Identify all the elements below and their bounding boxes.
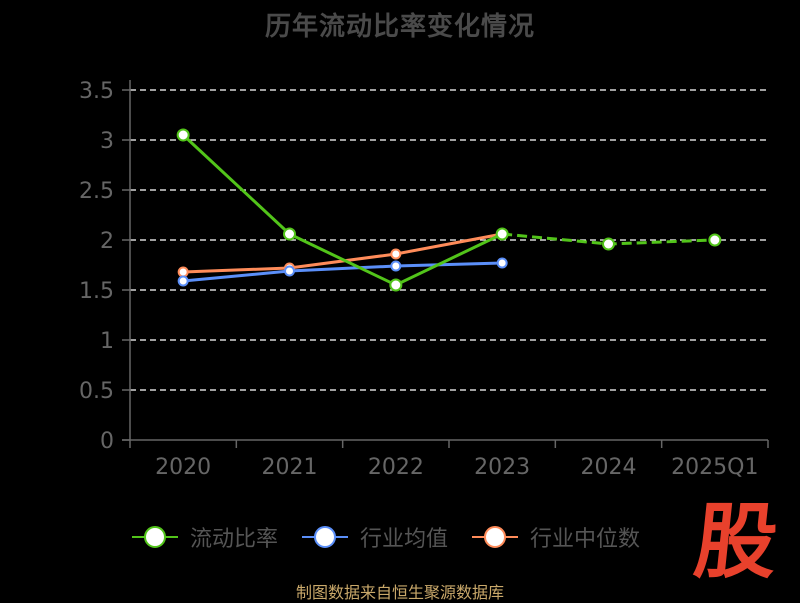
x-tick-label: 2021 [262, 455, 318, 480]
legend-swatch-current-ratio [132, 526, 178, 548]
legend-swatch-industry-median [472, 526, 519, 548]
data-point-current-ratio [495, 227, 509, 241]
legend-item-industry-average[interactable]: 行业均值 [300, 521, 448, 553]
y-tick-label: 1 [100, 329, 114, 354]
chart-legend: 流动比率 行业均值 行业中位数 [130, 521, 640, 553]
data-point-industry-median [177, 266, 189, 278]
x-tick-label: 2025Q1 [671, 455, 758, 480]
data-point-industry-average [177, 275, 189, 287]
y-tick-label: 2 [100, 229, 114, 254]
legend-label-industry-average: 行业均值 [360, 527, 449, 552]
y-tick-label: 0.5 [79, 379, 114, 404]
chart-title: 历年流动比率变化情况 [264, 12, 535, 42]
y-tick-label: 2.5 [79, 179, 114, 204]
legend-label-industry-median: 行业中位数 [530, 527, 641, 552]
data-point-current-ratio [176, 128, 190, 142]
data-point-current-ratio [602, 237, 615, 251]
series-line-industry-average [183, 261, 503, 283]
legend-label-current-ratio: 流动比率 [190, 527, 279, 552]
x-tick-label: 2022 [368, 455, 424, 480]
data-point-industry-average [390, 260, 402, 272]
x-tick-label: 2020 [155, 455, 211, 480]
legend-item-industry-median[interactable]: 行业中位数 [470, 521, 640, 553]
data-point-current-ratio [708, 233, 722, 247]
data-point-current-ratio [389, 278, 403, 292]
brand-logo: 股 [690, 495, 783, 590]
y-tick-label: 3 [100, 129, 114, 154]
y-tick-label: 0 [100, 429, 114, 454]
data-point-current-ratio [283, 227, 296, 241]
y-tick-label: 1.5 [79, 279, 114, 304]
x-tick-label: 2024 [581, 455, 637, 480]
data-source-footer: 制图数据来自恒生聚源数据库 [295, 583, 504, 602]
x-tick-label: 2023 [474, 455, 530, 480]
legend-swatch-industry-average [302, 526, 349, 548]
data-point-industry-average [496, 257, 508, 269]
data-point-industry-average [284, 265, 295, 277]
y-tick-label: 3.5 [79, 79, 114, 104]
data-point-industry-median [390, 248, 402, 260]
legend-item-current-ratio[interactable]: 流动比率 [130, 521, 278, 553]
series-line-current-ratio [182, 133, 503, 287]
